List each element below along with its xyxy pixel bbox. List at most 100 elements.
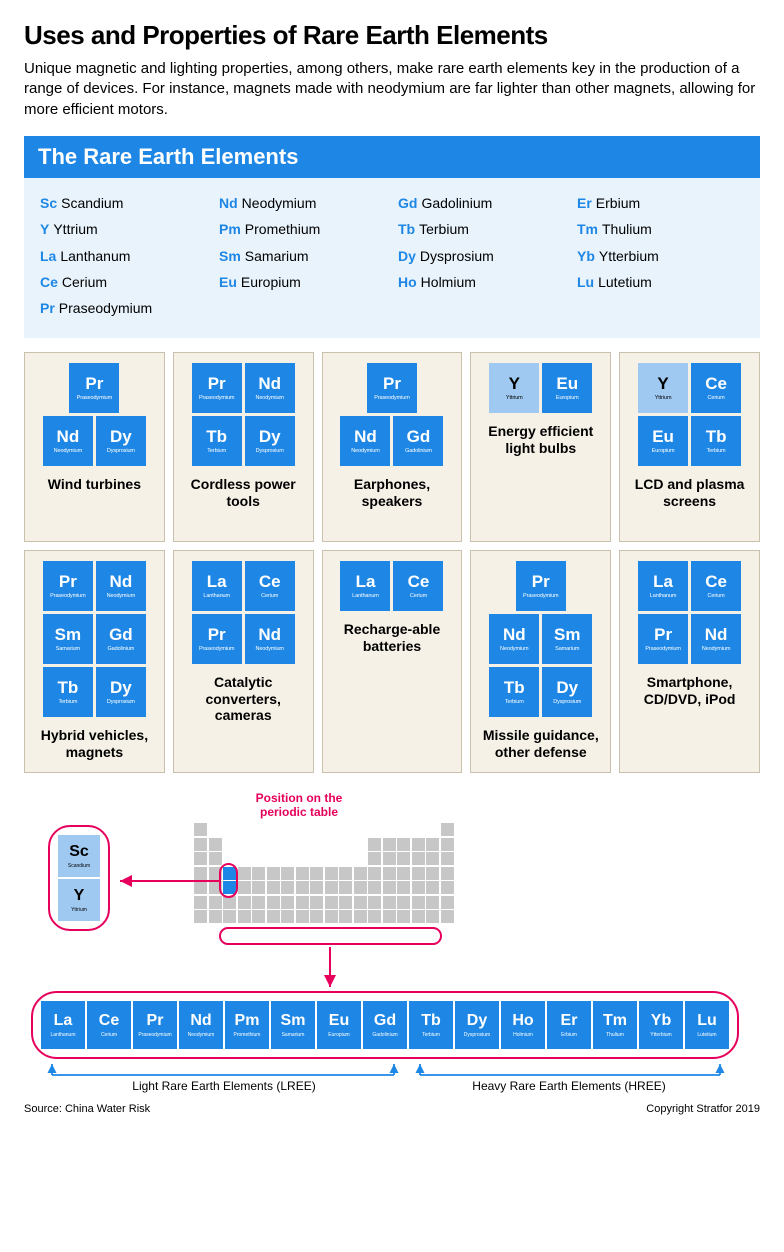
- pt-cell: [383, 896, 396, 909]
- element-tile: DyDysprosium: [455, 1001, 499, 1049]
- pt-cell: [426, 896, 439, 909]
- element-tile: EuEuropium: [542, 363, 592, 413]
- pt-cell: [383, 881, 396, 894]
- pt-cell: [412, 823, 425, 836]
- pt-cell: [267, 823, 280, 836]
- pt-cell: [267, 910, 280, 923]
- pt-cell: [296, 823, 309, 836]
- pt-cell: [368, 881, 381, 894]
- copyright-text: Copyright Stratfor 2019: [646, 1103, 760, 1115]
- pt-cell: [238, 867, 251, 880]
- element-tile: LaLanthanum: [340, 561, 390, 611]
- pt-cell: [397, 823, 410, 836]
- element-tile: TbTerbium: [192, 416, 242, 466]
- element-tile: PrPraseodymium: [43, 561, 93, 611]
- element-tile: PrPraseodymium: [638, 614, 688, 664]
- pt-cell: [296, 910, 309, 923]
- pt-cell: [310, 852, 323, 865]
- pt-cell: [354, 896, 367, 909]
- card-label: Energy efficient light bulbs: [477, 423, 604, 457]
- element-tile: DyDysprosium: [96, 416, 146, 466]
- card-label: LCD and plasma screens: [626, 476, 753, 510]
- pt-cell: [383, 823, 396, 836]
- pt-cell: [252, 867, 265, 880]
- pt-cell: [325, 881, 338, 894]
- card-label: Earphones, speakers: [329, 476, 456, 510]
- element-tile: NdNeodymium: [340, 416, 390, 466]
- pt-cell: [354, 852, 367, 865]
- elements-list: ScScandiumNdNeodymiumGdGadoliniumErErbiu…: [24, 178, 760, 338]
- element-tile: CeCerium: [245, 561, 295, 611]
- pt-cell: [383, 852, 396, 865]
- pt-cell: [354, 867, 367, 880]
- element-tile: PrPraseodymium: [192, 363, 242, 413]
- element-entry: LaLanthanum: [40, 245, 207, 267]
- element-tile: DyDysprosium: [542, 667, 592, 717]
- element-entry: YbYtterbium: [577, 245, 744, 267]
- element-entry: [219, 297, 386, 319]
- pt-cell: [441, 823, 454, 836]
- pt-cell: [252, 881, 265, 894]
- pt-cell: [354, 910, 367, 923]
- element-tile: NdNeodymium: [691, 614, 741, 664]
- card-label: Wind turbines: [48, 476, 141, 493]
- use-card: LaLanthanumCeCeriumPrPraseodymiumNdNeody…: [619, 550, 760, 774]
- hree-label: Heavy Rare Earth Elements (HREE): [434, 1079, 704, 1093]
- pt-cell: [267, 838, 280, 851]
- pt-cell: [412, 881, 425, 894]
- pt-cell: [397, 896, 410, 909]
- pt-cell: [296, 852, 309, 865]
- pt-cell: [238, 896, 251, 909]
- pt-cell: [252, 838, 265, 851]
- use-card: YYttriumCeCeriumEuEuropiumTbTerbiumLCD a…: [619, 352, 760, 542]
- element-tile: DyDysprosium: [96, 667, 146, 717]
- pt-cell: [441, 910, 454, 923]
- pt-cell: [412, 910, 425, 923]
- pt-cell: [238, 838, 251, 851]
- pt-cell: [310, 896, 323, 909]
- pt-cell: [238, 881, 251, 894]
- pt-cell: [368, 910, 381, 923]
- card-label: Catalytic converters, cameras: [180, 674, 307, 724]
- element-tile: PrPraseodymium: [516, 561, 566, 611]
- pt-cell: [368, 867, 381, 880]
- element-tile: CeCerium: [393, 561, 443, 611]
- pt-cell: [397, 838, 410, 851]
- element-entry: PrPraseodymium: [40, 297, 207, 319]
- element-entry: TmThulium: [577, 218, 744, 240]
- pt-cell: [194, 910, 207, 923]
- element-tile: PrPraseodymium: [69, 363, 119, 413]
- card-label: Recharge-able batteries: [329, 621, 456, 655]
- pt-cell: [397, 881, 410, 894]
- hree-bracket: [410, 1061, 730, 1079]
- pt-cell: [310, 838, 323, 851]
- use-card: PrPraseodymiumNdNeodymiumSmSamariumGdGad…: [24, 550, 165, 774]
- pt-cell: [426, 823, 439, 836]
- element-tile: YYttrium: [489, 363, 539, 413]
- element-tile: TmThulium: [593, 1001, 637, 1049]
- pt-cell: [354, 823, 367, 836]
- pt-cell: [339, 896, 352, 909]
- pt-cell: [296, 867, 309, 880]
- pt-cell: [368, 823, 381, 836]
- element-tile: DyDysprosium: [245, 416, 295, 466]
- pt-cell: [310, 910, 323, 923]
- pt-cell: [267, 881, 280, 894]
- pt-cell: [339, 852, 352, 865]
- pt-cell: [238, 823, 251, 836]
- pt-cell: [310, 823, 323, 836]
- pt-cell: [383, 910, 396, 923]
- pt-cell: [368, 852, 381, 865]
- element-tile: ErErbium: [547, 1001, 591, 1049]
- use-card: PrPraseodymiumNdNeodymiumTbTerbiumDyDysp…: [173, 352, 314, 542]
- pt-cell: [281, 896, 294, 909]
- card-label: Missile guidance, other defense: [477, 727, 604, 761]
- arrow-to-sc: [114, 873, 224, 893]
- use-card: YYttriumEuEuropium Energy efficient light…: [470, 352, 611, 542]
- pt-cell: [223, 823, 236, 836]
- element-entry: HoHolmium: [398, 271, 565, 293]
- pt-cell: [281, 881, 294, 894]
- pt-cell: [296, 881, 309, 894]
- card-label: Hybrid vehicles, magnets: [31, 727, 158, 761]
- element-entry: CeCerium: [40, 271, 207, 293]
